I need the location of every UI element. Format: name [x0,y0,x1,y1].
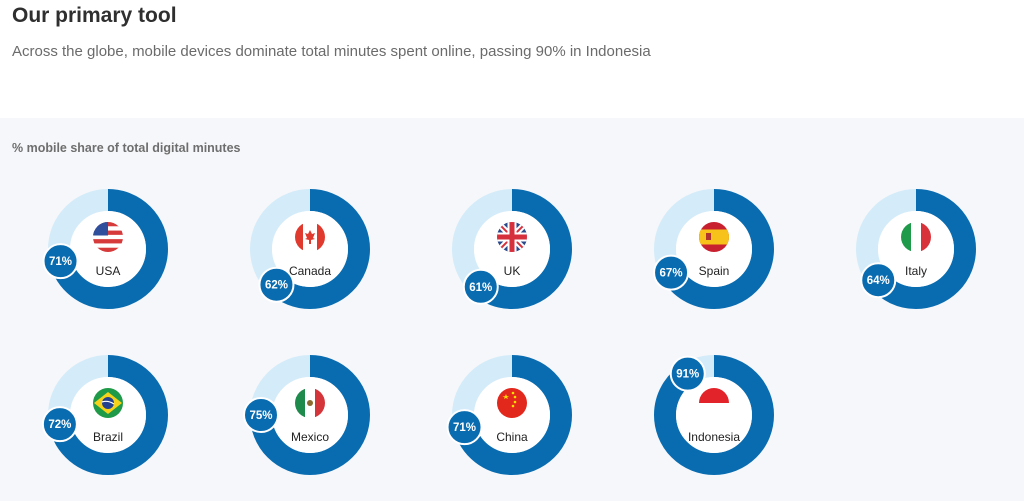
donut-brazil: Brazil 72% [41,355,168,475]
indonesia-flag-icon [699,388,729,418]
usa-flag-icon [93,222,123,252]
percent-badge: 75% [243,397,279,433]
country-label: Mexico [291,430,329,444]
country-label: Spain [699,264,730,278]
percent-label: 71% [49,256,72,268]
percent-label: 72% [48,419,71,431]
donut-value-arc [856,189,976,309]
country-label: China [496,430,528,444]
percent-label: 75% [249,410,272,422]
italy-flag-icon [901,222,931,252]
mexico-flag-icon [295,388,325,418]
percent-badge: 64% [860,262,897,299]
percent-badge: 91% [669,355,706,392]
brazil-flag-icon [93,388,123,418]
page-subtitle: Across the globe, mobile devices dominat… [12,43,651,60]
donut-usa: USA 71% [42,189,168,309]
country-label: Brazil [93,430,123,444]
country-label: Italy [905,264,927,278]
donut-mexico: Mexico 75% [243,355,370,475]
chart-caption: % mobile share of total digital minutes [12,141,241,155]
percent-label: 91% [676,369,699,381]
percent-label: 61% [469,282,492,294]
donut-value-arc [452,189,572,309]
donut-value-arc [654,189,774,309]
percent-label: 64% [867,275,890,287]
donut-italy: Italy 64% [856,189,976,309]
donut-value-arc [48,189,168,309]
country-label: UK [504,264,521,278]
donut-value-arc [250,189,370,309]
donut-value-arc [48,355,168,475]
donut-spain: Spain 67% [653,189,774,309]
percent-badge: 67% [653,254,690,291]
percent-badge: 71% [446,409,483,446]
country-label: USA [96,264,121,278]
canada-flag-icon [295,222,325,252]
donut-value-arc [452,355,572,475]
percent-badge: 62% [258,266,295,303]
percent-label: 67% [660,268,683,280]
percent-label: 62% [265,280,288,292]
country-label: Indonesia [688,430,740,444]
percent-badge: 61% [462,268,499,305]
donut-uk: UK 61% [452,189,572,309]
page-title: Our primary tool [12,4,177,27]
donut-china: China 71% [446,355,572,475]
donut-value-arc [654,355,774,475]
uk-flag-icon [497,222,527,252]
donut-indonesia: Indonesia 91% [654,355,774,475]
percent-label: 71% [453,422,476,434]
spain-flag-icon [699,222,729,252]
percent-badge: 72% [41,406,78,443]
country-label: Canada [289,264,331,278]
percent-badge: 71% [42,243,79,280]
china-flag-icon [497,388,527,418]
